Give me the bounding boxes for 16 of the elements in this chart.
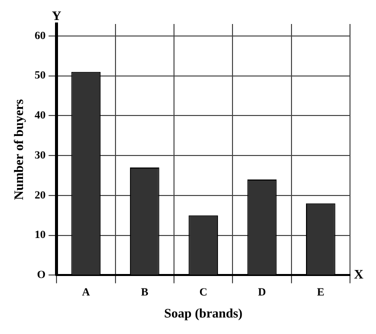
y-tick-label: 10 [34, 229, 46, 242]
y-tick-label: 50 [34, 70, 46, 82]
x-axis-title: Soap (brands) [164, 306, 242, 321]
x-tick-label: B [140, 286, 149, 299]
y-tick-label: O [37, 269, 46, 282]
y-tick-label: 40 [34, 110, 46, 122]
x-tick-label: A [82, 286, 90, 299]
y-tick-label: 20 [34, 189, 46, 202]
x-tick-label: E [316, 286, 324, 299]
text: X [354, 266, 364, 282]
x-tick-label: C [199, 286, 208, 299]
text: Y [52, 8, 62, 23]
y-tick-label: 30 [34, 149, 46, 162]
y-axis-title: Number of buyers [11, 99, 26, 200]
y-tick-label: 60 [34, 30, 46, 42]
x-tick-label: D [258, 286, 266, 299]
